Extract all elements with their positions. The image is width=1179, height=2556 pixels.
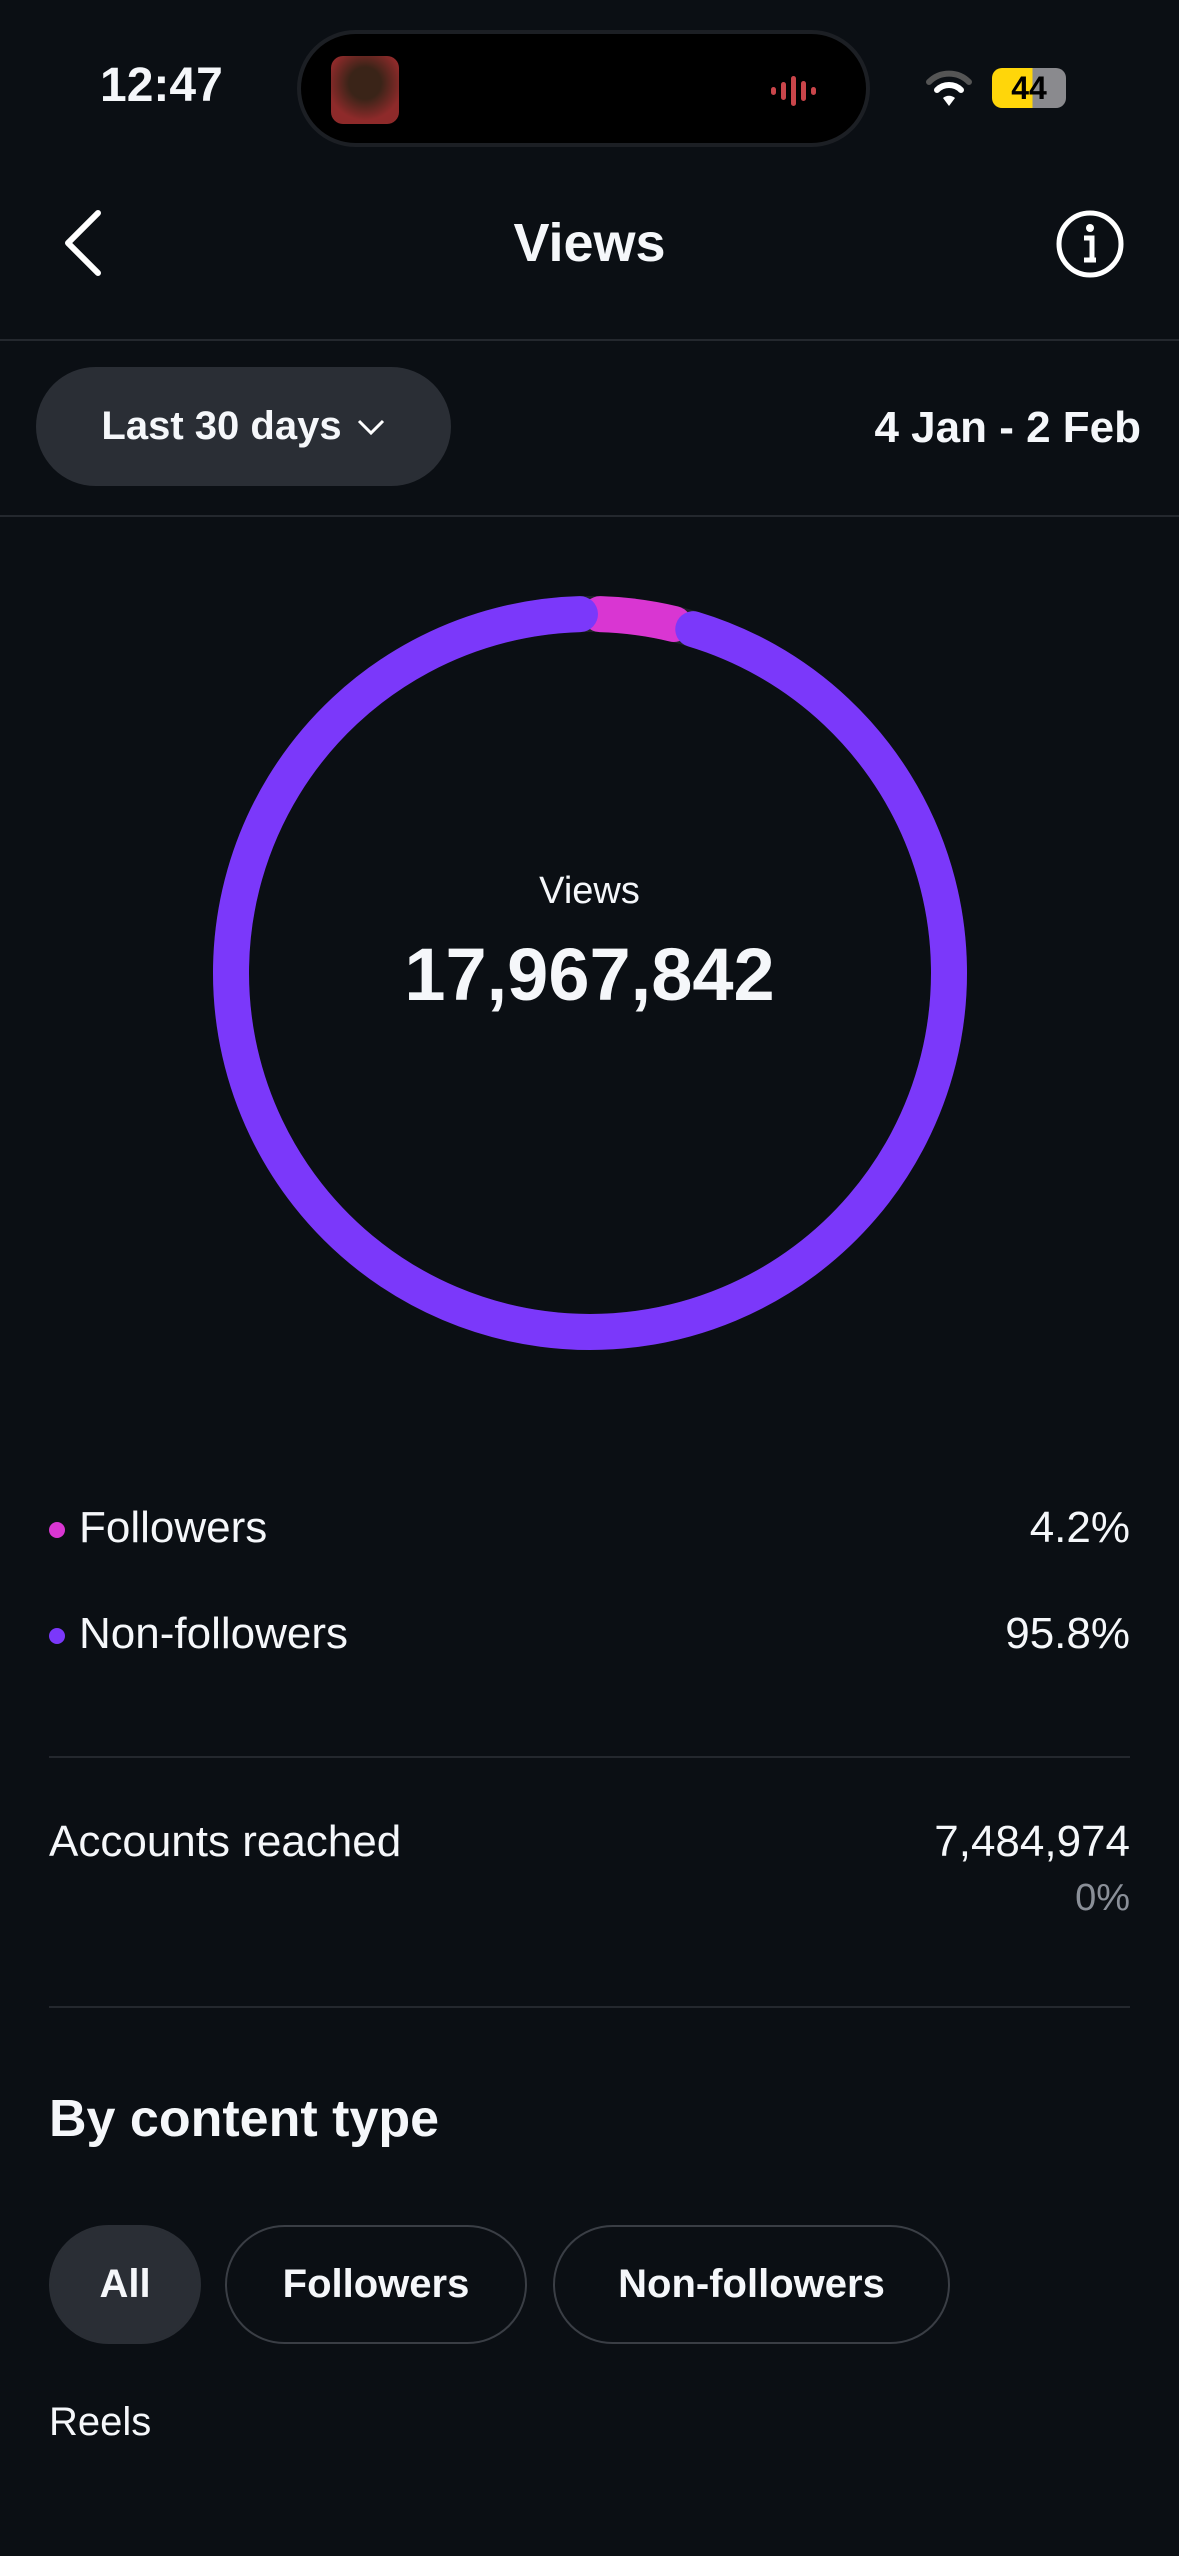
accounts-reached-value: 7,484,974	[934, 1817, 1130, 1866]
legend-label: Non-followers	[79, 1609, 348, 1658]
dynamic-island[interactable]	[297, 30, 870, 147]
page-title: Views	[513, 213, 666, 273]
date-range-dropdown[interactable]: Last 30 days	[36, 367, 451, 486]
legend-value: 4.2%	[1029, 1503, 1130, 1552]
followers-dot	[49, 1522, 65, 1539]
legend-value: 95.8%	[1005, 1609, 1130, 1658]
battery-icon: 44	[992, 68, 1066, 108]
divider	[0, 515, 1179, 517]
call-avatar	[331, 56, 399, 124]
legend-row-non-followers: Non-followers 95.8%	[49, 1609, 1130, 1659]
donut-slice-followers	[582, 596, 692, 642]
tab-followers[interactable]: Followers	[225, 2225, 527, 2344]
dropdown-label: Last 30 days	[101, 404, 342, 448]
legend-label: Followers	[79, 1503, 268, 1552]
views-donut-chart	[213, 596, 967, 1350]
accounts-reached-change: 0%	[1075, 1877, 1130, 1919]
accounts-reached-label: Accounts reached	[49, 1817, 402, 1866]
section-heading: By content type	[49, 2090, 440, 2148]
wifi-icon	[926, 70, 972, 106]
date-range: 4 Jan - 2 Feb	[874, 403, 1141, 452]
donut-center-label: Views	[539, 870, 640, 912]
tab-non-followers[interactable]: Non-followers	[553, 2225, 950, 2344]
audio-wave-icon	[771, 76, 816, 106]
total-views: 17,967,842	[404, 933, 775, 1016]
chevron-left-icon[interactable]	[58, 208, 108, 278]
tab-all[interactable]: All	[49, 2225, 201, 2344]
non-followers-dot	[49, 1628, 65, 1645]
content-type-reels: Reels	[49, 2400, 152, 2444]
info-icon[interactable]	[1054, 208, 1126, 280]
donut-slice-non-followers	[213, 596, 967, 1350]
legend-row-followers: Followers 4.2%	[49, 1503, 1130, 1553]
divider	[0, 339, 1179, 341]
status-time: 12:47	[100, 59, 223, 112]
divider	[49, 2006, 1130, 2008]
divider	[49, 1756, 1130, 1758]
chevron-down-icon	[357, 419, 384, 435]
